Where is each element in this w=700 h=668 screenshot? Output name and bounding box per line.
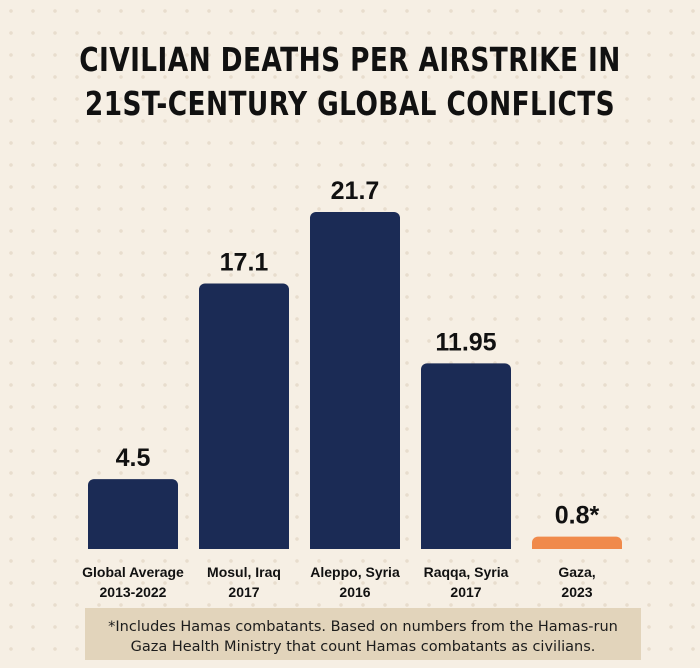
footnote-line-2: Gaza Health Ministry that count Hamas co…	[130, 639, 596, 655]
category-label-4-line-1: Gaza,	[558, 564, 595, 580]
category-label-4-line-2: 2023	[561, 584, 592, 600]
footnote-box: *Includes Hamas combatants. Based on num…	[85, 608, 641, 660]
chart-title-line-1: CIVILIAN DEATHS PER AIRSTRIKE IN	[79, 40, 621, 79]
value-label-3: 11.95	[435, 328, 496, 356]
bar-base-mask-1	[198, 549, 290, 557]
bar-3	[421, 363, 511, 555]
footnote-line-1: *Includes Hamas combatants. Based on num…	[108, 619, 618, 635]
category-label-1-line-2: 2017	[228, 584, 259, 600]
category-label-1-line-1: Mosul, Iraq	[207, 564, 281, 580]
bar-base-mask-2	[309, 549, 401, 557]
bar-1	[199, 283, 289, 555]
value-label-4: 0.8*	[555, 502, 600, 530]
value-label-2: 21.7	[331, 177, 380, 205]
category-label-0-line-1: Global Average	[82, 564, 184, 580]
category-label-2-line-1: Aleppo, Syria	[310, 564, 400, 580]
bar-base-mask-0	[87, 549, 179, 557]
bar-base-mask-4	[531, 549, 623, 557]
bar-0	[88, 479, 178, 555]
category-label-3-line-2: 2017	[450, 584, 481, 600]
category-label-0-line-2: 2013-2022	[100, 584, 167, 600]
bar-2	[310, 212, 400, 555]
bar-base-mask-3	[420, 549, 512, 557]
category-label-3-line-1: Raqqa, Syria	[424, 564, 509, 580]
category-label-2-line-2: 2016	[339, 584, 370, 600]
value-label-1: 17.1	[220, 248, 269, 276]
value-label-0: 4.5	[116, 444, 151, 472]
chart-title-line-2: 21ST-CENTURY GLOBAL CONFLICTS	[84, 84, 616, 123]
